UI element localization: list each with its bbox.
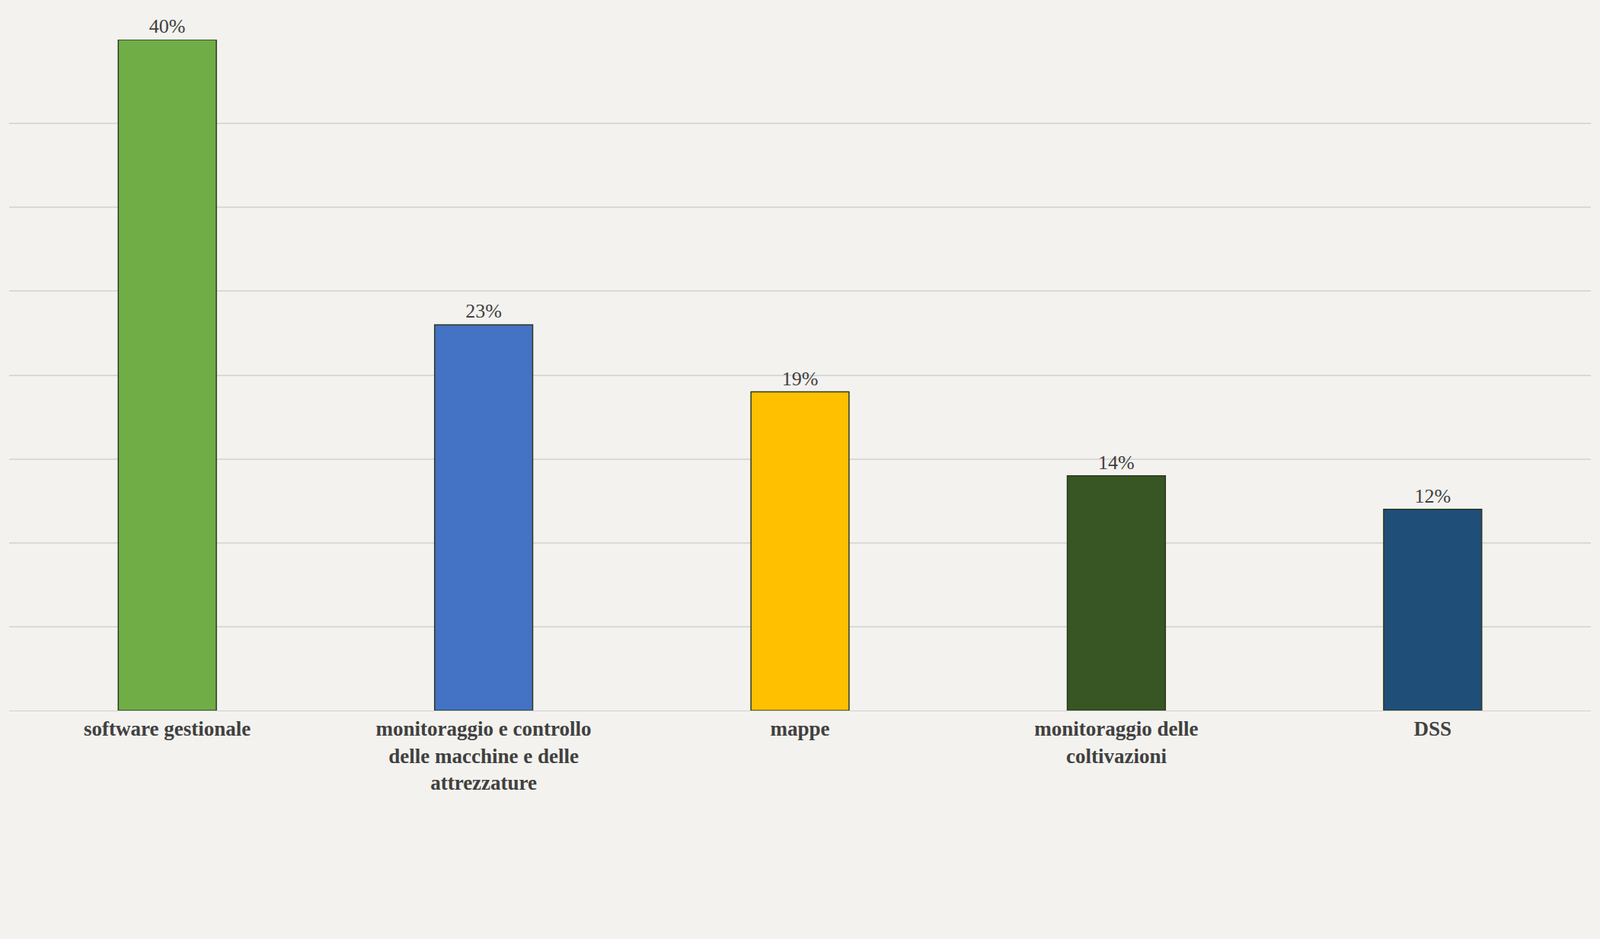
svg-text:23%: 23% <box>465 300 502 323</box>
svg-text:14%: 14% <box>1098 451 1135 474</box>
svg-text:12%: 12% <box>1414 485 1451 508</box>
svg-text:monitoraggio e controllodelle: monitoraggio e controllodelle macchine e… <box>376 717 592 794</box>
svg-text:DSS: DSS <box>1414 717 1453 741</box>
svg-text:19%: 19% <box>782 367 819 390</box>
svg-text:mappe: mappe <box>769 717 830 741</box>
svg-text:software gestionale: software gestionale <box>83 717 251 741</box>
svg-text:monitoraggio dellecoltivazioni: monitoraggio dellecoltivazioni <box>1034 717 1198 767</box>
svg-text:40%: 40% <box>149 15 186 38</box>
